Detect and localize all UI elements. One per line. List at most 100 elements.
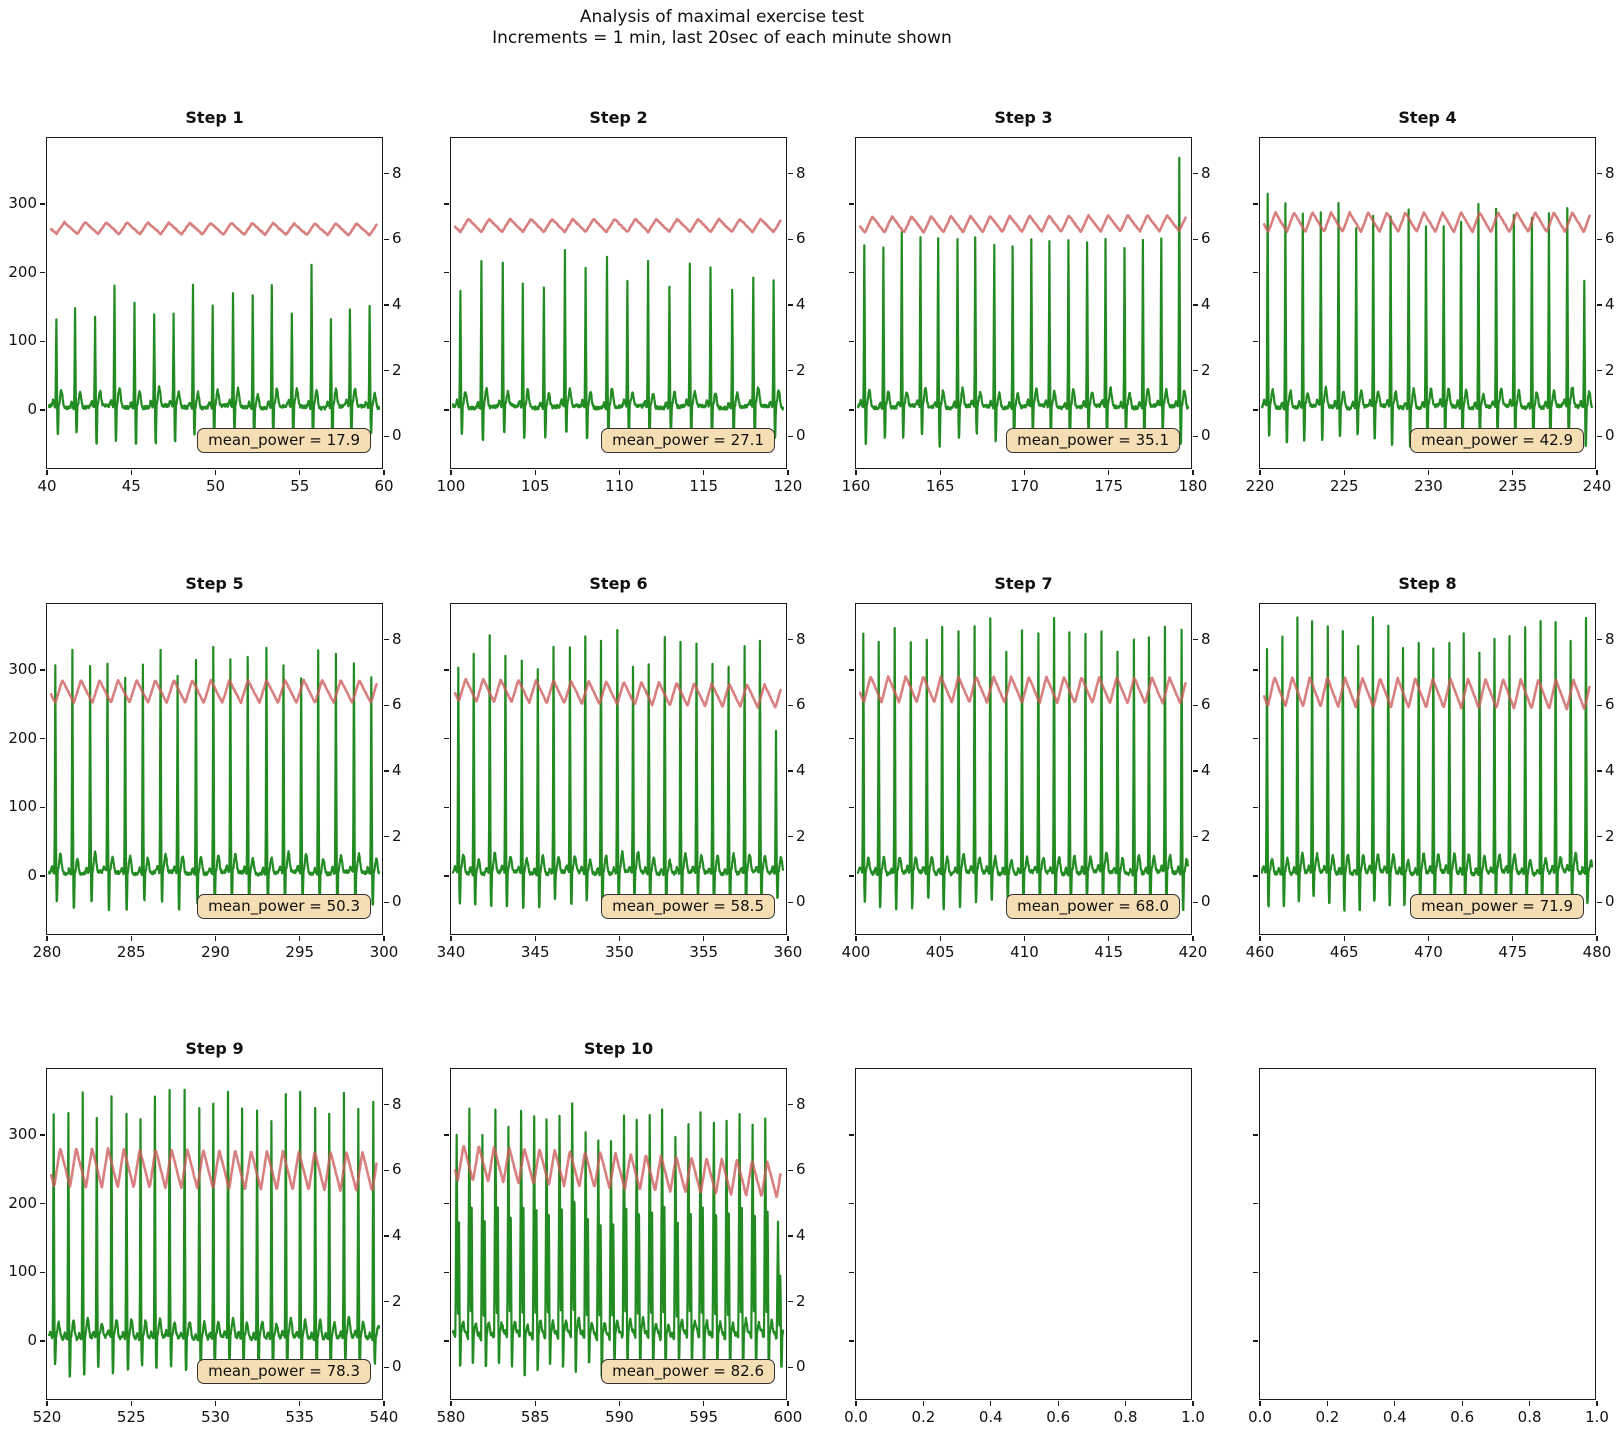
y-left-tick-mark [444,875,449,877]
x-tick-label: 0.2 [911,1408,936,1426]
y-left-tick-label: 200 [8,1193,37,1212]
x-tick-label: 360 [773,943,803,961]
y-right-tick-label: 4 [392,1225,402,1244]
y-left-tick-mark [40,806,45,809]
x-tick-label: 415 [1094,943,1124,961]
y-right-tick-label: 4 [796,1225,806,1244]
x-tick-label: 405 [925,943,955,961]
step-title: Step 3 [994,108,1053,127]
y-left-tick-label: 300 [8,1124,37,1143]
x-tick-mark [214,936,217,941]
y-right-tick-label: 0 [1201,426,1211,445]
y-right-tick-mark [788,173,793,175]
x-tick-mark [1192,936,1194,941]
y-right-tick-label: 4 [796,294,806,313]
y-right-tick-label: 6 [796,1160,806,1179]
y-right-tick-label: 8 [1201,629,1211,648]
x-tick-mark [1108,470,1110,475]
x-tick-mark [46,470,48,475]
mean-power-annotation: mean_power = 78.3 [197,1359,371,1384]
y-right-tick-mark [788,435,793,437]
y-left-tick-mark [1253,1340,1258,1342]
y-left-tick-mark [849,806,854,809]
y-left-tick-mark [40,738,45,740]
y-right-tick-label: 4 [1201,294,1211,313]
mean-power-annotation: mean_power = 50.3 [197,894,371,919]
power-signal-line [47,263,381,447]
x-tick-mark [383,1401,385,1406]
y-right-tick-mark [1193,704,1198,707]
y-right-tick-mark [384,435,389,437]
y-right-tick-mark [384,369,389,372]
y-right-tick-label: 8 [392,1094,402,1113]
x-tick-mark [1108,936,1110,941]
x-tick-mark [214,1401,217,1406]
axes-frame: Step 6 mean_power = 58.5 340 345 350 355 360… [437,574,806,961]
y-right-tick-label: 4 [1605,760,1615,779]
step-title: Step 4 [1398,108,1457,127]
axes-frame: Step 2 mean_power = 27.1 100 105 110 115 120… [437,108,806,495]
sawtooth-signal-line [1262,210,1591,234]
y-right-tick-label: 4 [392,760,402,779]
y-right-tick-label: 8 [1201,163,1211,182]
y-right-tick-mark [384,901,389,903]
y-right-tick-mark [1193,173,1198,175]
x-tick-label: 220 [1245,477,1275,495]
y-right-tick-label: 8 [392,629,402,648]
axes-frame: Step 10 mean_power = 82.6 580 585 590 595 60… [437,1039,806,1426]
y-right-tick-mark [788,1169,793,1172]
power-signal-line [451,1102,785,1377]
y-left-tick-mark [849,203,854,205]
y-right-tick-mark [788,1104,793,1106]
x-tick-mark [855,1401,857,1406]
y-right-tick-label: 8 [392,163,402,182]
y-right-tick-label: 6 [1605,695,1615,714]
x-tick-label: 400 [841,943,871,961]
y-left-tick-mark [1253,1203,1258,1205]
y-right-tick-label: 2 [796,826,806,845]
x-tick-mark [450,470,452,475]
y-right-tick-label: 0 [392,892,402,911]
sawtooth-signal-line [49,220,378,237]
y-right-tick-label: 0 [796,892,806,911]
x-tick-label: 340 [436,943,466,961]
step-title: Step 1 [185,108,244,127]
x-tick-mark [130,1401,132,1406]
x-tick-mark [534,1401,536,1406]
x-tick-label: 600 [773,1408,803,1426]
y-left-tick-mark [1253,409,1258,411]
y-left-tick-mark [444,203,449,205]
axes-frame: Step 7 mean_power = 68.0 400 405 410 415 420… [842,574,1211,961]
x-tick-mark [787,936,789,941]
x-tick-mark [450,936,452,941]
y-right-tick-mark [788,901,793,903]
plot-area [1260,192,1594,448]
x-tick-mark [703,1401,705,1406]
y-right-tick-label: 6 [392,695,402,714]
step-title: Step 6 [589,574,648,593]
power-signal-line [856,616,1190,912]
x-tick-label: 460 [1245,943,1275,961]
y-left-tick-mark [849,738,854,740]
power-signal-line [451,629,785,914]
y-right-tick-mark [1597,304,1602,306]
y-right-tick-label: 0 [1605,426,1615,445]
x-tick-label: 0.2 [1315,1408,1340,1426]
x-tick-label: 1.0 [1585,1408,1609,1426]
x-tick-label: 525 [116,1408,146,1426]
sawtooth-signal-line [453,677,782,709]
y-right-tick-label: 2 [1201,826,1211,845]
x-tick-mark [1528,1401,1531,1406]
power-signal-line [856,156,1190,448]
x-tick-mark [618,1401,621,1406]
y-right-tick-label: 0 [392,1357,402,1376]
power-signal-line [1260,192,1594,448]
y-right-tick-mark [384,639,389,641]
x-tick-label: 420 [1178,943,1208,961]
y-left-tick-mark [444,409,449,411]
x-tick-mark [46,1401,48,1406]
y-right-tick-label: 8 [796,1094,806,1113]
power-signal-line [451,248,785,445]
y-left-tick-label: 100 [8,1262,37,1281]
y-right-tick-label: 0 [796,1357,806,1376]
